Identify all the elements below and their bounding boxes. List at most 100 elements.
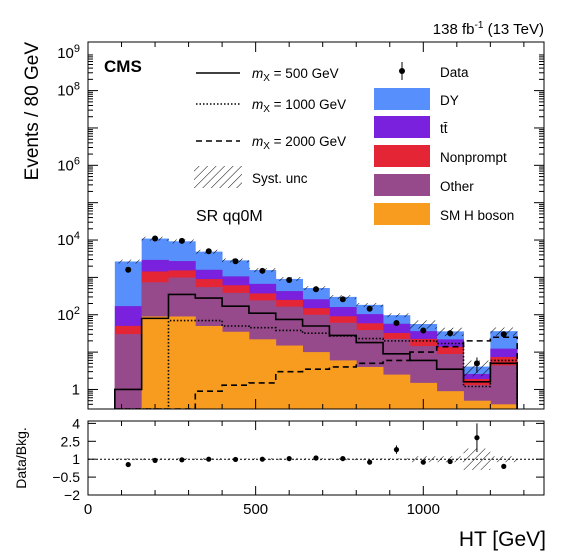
syst-band-bin-0 [114,259,142,264]
ratio-point-2 [179,457,185,463]
ratio-point-8 [340,455,346,462]
legend-label-sig1000: mX = 1000 GeV [252,97,346,115]
bar-sm-h-boson-3 [195,325,223,409]
data-point-14 [500,331,507,338]
data-point-0 [125,266,132,273]
ratio-frame [87,420,545,496]
legend-label-sig2000: mX = 2000 GeV [252,134,346,152]
ratio-points [125,423,507,469]
bar-other-14 [490,365,518,409]
legend-data-marker [399,68,405,74]
ratio-point-12 [447,458,453,465]
x-tick-label: 1000 [407,501,440,518]
ratio-point-11 [420,459,426,465]
bar-sm-h-boson-8 [329,360,357,409]
y-tick-label: 1 [72,381,80,398]
legend-swatch-tt [374,116,430,138]
y-tick-label: 102 [57,305,80,324]
legend-label-nonprompt: Nonprompt [440,150,507,165]
background-stack [114,238,518,409]
main-frame [87,41,545,410]
ratio-point-0 [125,461,131,468]
ratio-point-1 [152,457,158,463]
legend-label-smh: SM H boson [440,208,514,223]
bar-sm-h-boson-9 [356,366,384,409]
bar-sm-h-boson-7 [302,352,330,409]
bar-sm-h-boson-2 [168,316,196,409]
syst-band-bin-10 [383,313,410,318]
lumi-label: 138 fb-1 (13 TeV) [433,20,544,38]
data-point-1 [152,235,159,242]
bar-sm-h-boson-5 [248,339,277,409]
ratio-band-bin-11 [409,456,437,463]
syst-band-bin-9 [356,303,384,307]
ratio-point-9 [367,459,373,465]
data-point-4 [232,258,239,265]
bar-sm-h-boson-10 [383,374,411,409]
bar-other-0 [114,334,143,409]
ratio-point-4 [232,456,239,463]
y-tick-label: 106 [57,155,80,174]
legend: mX = 500 GeV mX = 1000 GeV mX = 2000 GeV Sy… [194,62,514,225]
data-point-9 [366,305,373,312]
legend-label-sig500: mX = 500 GeV [252,66,339,84]
bar-sm-h-boson-1 [141,316,169,409]
ratio-y-tick-label: −2 [64,487,80,503]
y-tick-label: 108 [57,81,80,100]
data-point-11 [420,327,427,334]
data-point-2 [178,237,185,244]
bar-sm-h-boson-4 [222,331,250,409]
ratio-y-tick-label: −0.5 [52,469,80,485]
bar-sm-h-boson-12 [436,391,464,409]
ratio-point-5 [259,456,265,462]
data-point-8 [339,296,346,303]
syst-band-bin-11 [409,320,437,329]
bar-sm-h-boson-13 [463,400,491,409]
data-point-6 [286,277,293,284]
ratio-axes: 4 2.5 1 −0.5 −20 500 1000 [52,415,545,518]
ratio-y-tick-label: 4 [72,415,80,431]
legend-label-tt: tt̄ [440,121,448,136]
y-tick-label: 104 [57,230,80,249]
legend-swatch-other [374,174,430,196]
data-point-5 [259,267,266,274]
y-axis-title: Events / 80 GeV [22,42,43,181]
legend-swatch-dy [374,88,430,110]
ratio-point-6 [286,455,292,462]
legend-swatch-syst [194,166,242,188]
legend-label-data: Data [440,65,469,80]
bar-sm-h-boson-6 [275,345,303,409]
ratio-y-axis-title: Data/Bkg. [13,427,29,488]
data-point-10 [393,320,400,327]
main-axes: 1 102 104 106 108 109 [57,41,545,410]
x-tick-label: 0 [84,501,92,518]
signal-curve-dashed [114,336,518,409]
ratio-y-tick-label: 1 [72,451,80,467]
legend-label-syst: Syst. unc [252,171,308,186]
signal-curve-dotted [114,319,518,409]
data-point-13 [473,360,480,367]
x-tick-label: 500 [243,501,268,518]
y-tick-label: 109 [57,43,80,62]
legend-label-dy: DY [440,93,459,108]
legend-swatch-nonprompt [374,145,430,167]
data-point-12 [447,330,454,337]
ratio-band-bin-14 [490,456,518,463]
ratio-point-13 [474,435,480,441]
data-points [125,235,507,373]
ratio-point-14 [501,463,507,469]
region-label: SR qq0M [196,208,263,225]
cms-label: CMS [104,57,142,76]
signal-curve-solid [114,293,518,409]
legend-label-other: Other [440,179,474,194]
signal-curves [114,293,518,409]
ratio-point-10 [393,447,400,453]
ratio-point-3 [206,456,212,462]
bar-sm-h-boson-14 [490,404,518,409]
legend-swatch-smh [374,203,430,225]
ratio-point-7 [313,455,319,461]
data-point-7 [313,286,319,293]
ratio-y-tick-label: 2.5 [61,433,81,449]
x-axis-title: HT [GeV] [459,528,546,551]
